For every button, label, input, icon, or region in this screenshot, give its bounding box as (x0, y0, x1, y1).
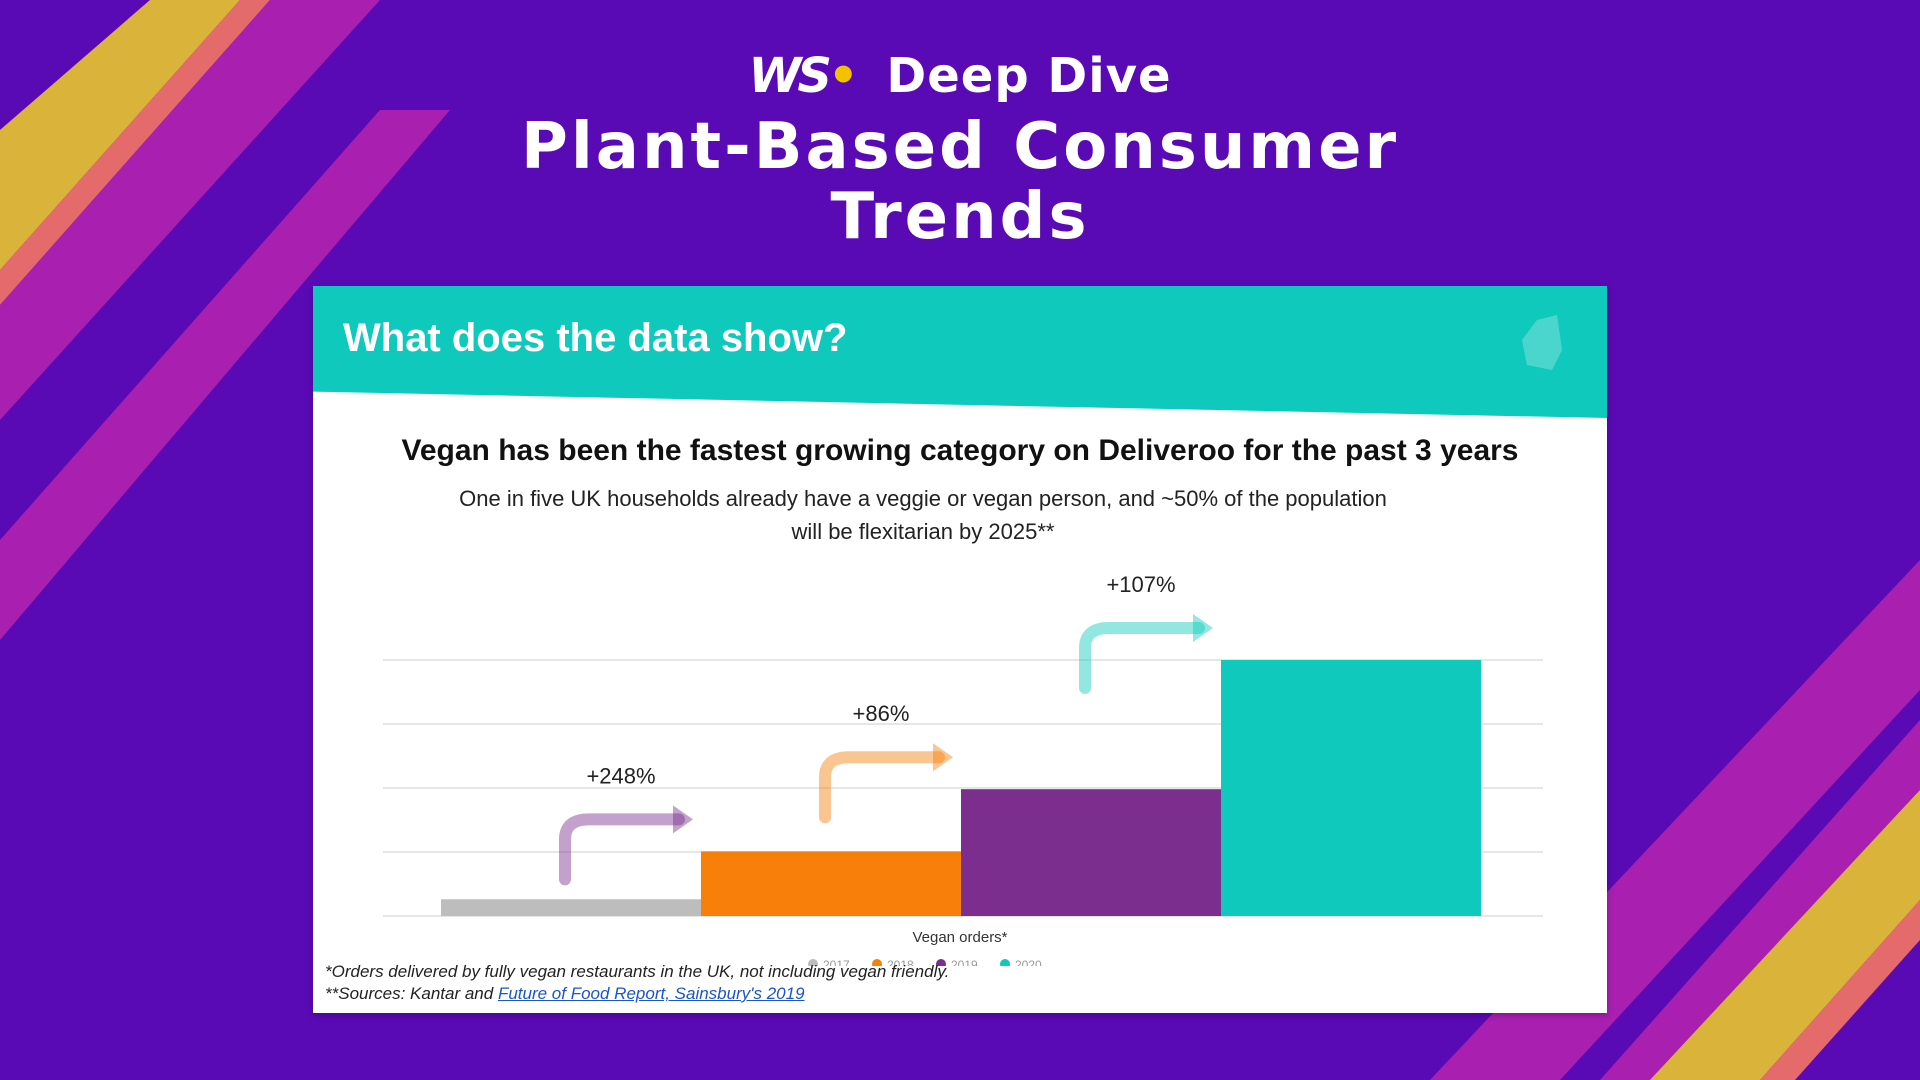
growth-arrowhead-3 (1193, 614, 1213, 642)
stripe-magenta-left-1 (0, 0, 380, 420)
bar-2017 (441, 899, 701, 916)
bar-2019 (961, 789, 1221, 916)
legend-swatch-2017 (808, 959, 818, 966)
bar-chart: +248% +86% +107% Vegan orders* 2017 2018 2019 2… (383, 572, 1543, 966)
stripe-coral-right (1760, 900, 1920, 1080)
growth-arrow-3 (1079, 622, 1205, 694)
stripe-magenta-right-2 (1600, 720, 1920, 1080)
headline-line-1: Plant-Based Consumer (520, 110, 1400, 184)
deliveroo-icon (1522, 315, 1562, 370)
bar-2018 (701, 851, 961, 916)
legend-label-2017: 2017 (823, 958, 850, 966)
sources-link[interactable]: Future of Food Report, Sainsbury's 2019 (497, 984, 805, 1003)
stripe-gold-right (1650, 790, 1920, 1080)
bar-2020 (1221, 660, 1481, 916)
stripe-magenta-left-2 (0, 110, 450, 640)
footnote-orders: *Orders delivered by fully vegan restaur… (325, 962, 950, 981)
slide-header (313, 286, 1607, 418)
legend-label-2019: 2019 (951, 958, 978, 966)
growth-label-2: +86% (853, 701, 910, 726)
brand-name: Deep Dive (886, 48, 1172, 104)
legend-swatch-2018 (872, 959, 882, 966)
chart-subtitle: One in five UK households already have a… (423, 482, 1423, 548)
slide-heading: What does the data show? (343, 316, 848, 360)
brand-logo: WS• (748, 48, 858, 104)
growth-arrowhead-2 (933, 743, 953, 772)
footnote-sources-prefix: **Sources: Kantar and (325, 984, 494, 1003)
headline-line-2: Trends (830, 180, 1090, 254)
growth-arrowhead-1 (673, 805, 693, 834)
brand-line: WS• Deep Dive (0, 48, 1920, 104)
x-axis-label: Vegan orders* (912, 929, 1007, 946)
growth-arrow-1 (559, 813, 685, 886)
slide-card: What does the data show? Vegan has been … (313, 286, 1607, 1013)
footnote-sources: **Sources: Kantar and Future of Food Rep… (325, 984, 805, 1004)
legend-label-2018: 2018 (887, 958, 914, 966)
legend-swatch-2019 (936, 959, 946, 966)
legend-label-2020: 2020 (1015, 958, 1042, 966)
growth-label-1: +248% (586, 763, 655, 788)
chart-title: Vegan has been the fastest growing categ… (401, 434, 1519, 467)
legend-swatch-2020 (1000, 959, 1010, 966)
page-headline: Plant-Based Consumer Trends (0, 112, 1920, 252)
growth-label-3: +107% (1106, 572, 1175, 597)
chart-subtitle-line-1: One in five UK households already have a… (459, 486, 1387, 511)
chart-subtitle-line-2: will be flexitarian by 2025** (791, 519, 1055, 544)
growth-arrow-2 (819, 751, 945, 824)
